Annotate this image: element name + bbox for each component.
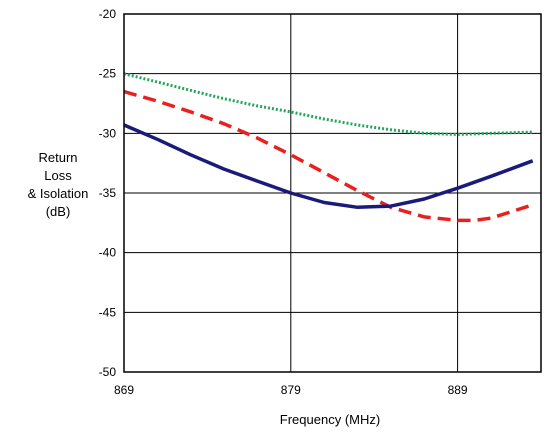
y-axis-title: Return Loss & Isolation (dB): [28, 150, 89, 219]
series-line-3: [123, 123, 534, 210]
x-tick-label: 869: [114, 383, 134, 397]
series-lines: [123, 72, 534, 223]
y-tick-label: -25: [99, 67, 117, 81]
y-axis-title-line: Loss: [44, 168, 72, 183]
x-tick-label: 879: [281, 383, 301, 397]
plot-area-border: [123, 13, 542, 373]
series-line-1: [123, 72, 533, 136]
y-tick-labels: -50 -45 -40 -35 -30 -25 -20: [99, 7, 117, 379]
x-tick-labels: 869 879 889: [114, 383, 468, 397]
x-tick-label: 889: [448, 383, 468, 397]
y-tick-label: -45: [99, 305, 117, 319]
series-line-2: [123, 89, 534, 223]
x-axis-title: Frequency (MHz): [280, 412, 380, 427]
y-tick-label: -35: [99, 186, 117, 200]
y-axis-title-line: & Isolation: [28, 186, 89, 201]
y-axis-title-line: (dB): [46, 204, 71, 219]
y-axis-title-line: Return: [38, 150, 77, 165]
y-tick-label: -50: [99, 365, 117, 379]
grid-lines: [123, 13, 541, 373]
y-tick-label: -20: [99, 7, 117, 21]
y-tick-label: -40: [99, 246, 117, 260]
y-tick-label: -30: [99, 126, 117, 140]
